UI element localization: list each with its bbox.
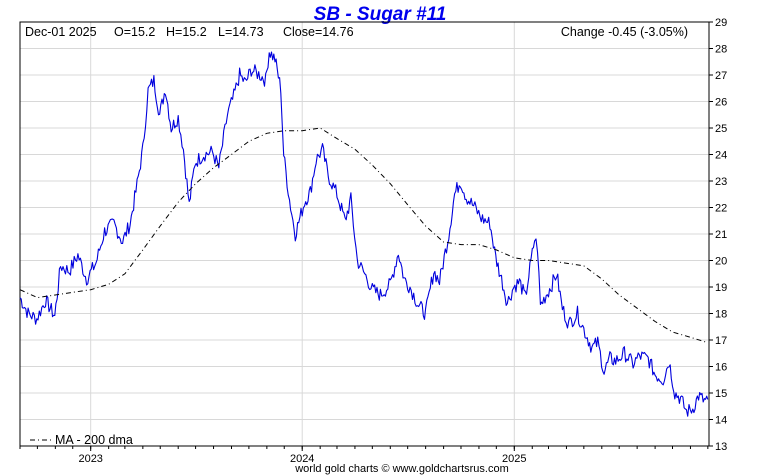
chart-credit: world gold charts © www.goldchartsrus.co… <box>294 463 509 475</box>
x-tick-label: 2025 <box>502 453 526 465</box>
y-tick-label: 27 <box>715 70 727 82</box>
x-tick-label: 2024 <box>290 453 314 465</box>
series-layer <box>19 51 709 417</box>
y-tick-label: 16 <box>715 362 727 374</box>
y-tick-label: 23 <box>715 176 727 188</box>
ma-200-line <box>19 127 708 344</box>
y-tick-label: 21 <box>715 229 727 241</box>
y-tick-label: 22 <box>715 203 727 215</box>
header-date: Dec-01 2025 <box>25 25 97 39</box>
header-close: Close=14.76 <box>283 25 354 39</box>
price-line <box>19 51 709 417</box>
y-tick-label: 19 <box>715 282 727 294</box>
y-tick-label: 13 <box>715 441 727 453</box>
y-tick-label: 28 <box>715 44 727 56</box>
header-low: L=14.73 <box>218 25 264 39</box>
legend-ma-label: MA - 200 dma <box>55 433 133 447</box>
y-tick-label: 24 <box>715 150 727 162</box>
y-tick-label: 18 <box>715 309 727 321</box>
y-axis: 13 14 15 16 17 18 19 20 21 22 23 24 25 26 27 28 29 <box>709 17 727 453</box>
header-open: O=15.2 <box>114 25 155 39</box>
x-axis: 2023 2024 2025 <box>19 446 709 465</box>
chart-title: SB - Sugar #11 <box>314 4 447 25</box>
y-tick-label: 15 <box>715 388 727 400</box>
legend: MA - 200 dma <box>30 433 133 447</box>
y-tick-label: 29 <box>715 17 727 29</box>
x-tick-label: 2023 <box>78 453 102 465</box>
y-tick-label: 26 <box>715 97 727 109</box>
y-tick-label: 17 <box>715 335 727 347</box>
y-tick-label: 25 <box>715 123 727 135</box>
y-tick-label: 14 <box>715 415 727 427</box>
header-high: H=15.2 <box>166 25 207 39</box>
header-change: Change -0.45 (-3.05%) <box>561 25 688 39</box>
grid <box>20 21 709 447</box>
y-tick-label: 20 <box>715 256 727 268</box>
